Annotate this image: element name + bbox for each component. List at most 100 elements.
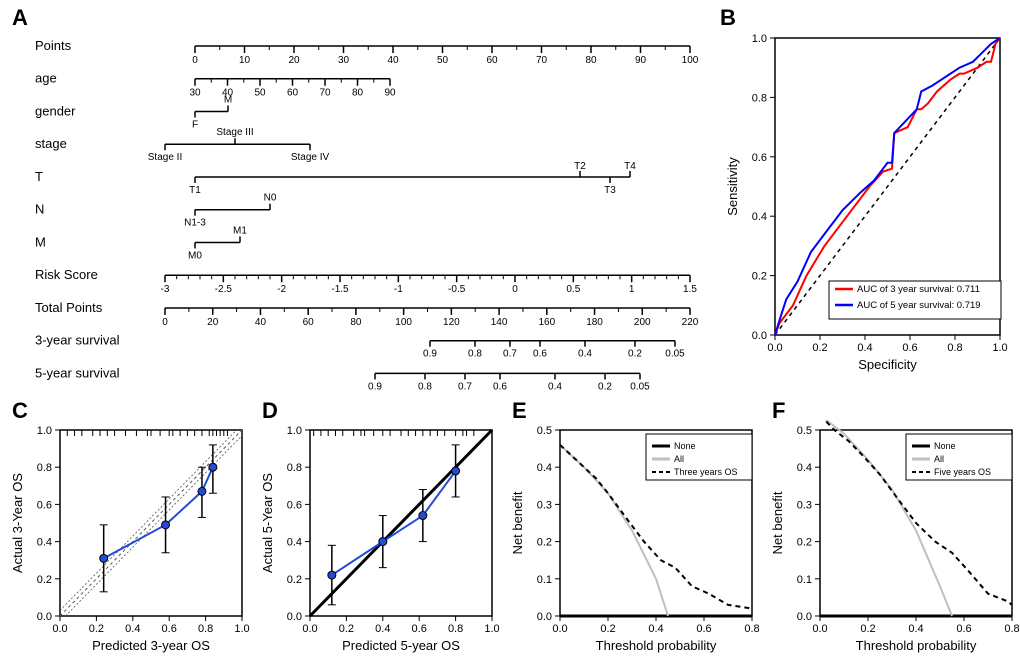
panel-d-calibration: 0.00.20.40.60.81.00.00.20.40.60.81.0Pred… [260,420,500,660]
svg-text:60: 60 [287,88,299,99]
svg-text:0.8: 0.8 [744,623,759,635]
svg-text:AUC of 5 year survival: 0.719: AUC of 5 year survival: 0.719 [857,300,981,311]
svg-text:0.4: 0.4 [537,462,552,474]
svg-text:0: 0 [512,284,518,295]
svg-text:0.2: 0.2 [812,342,827,354]
svg-text:0.2: 0.2 [600,623,615,635]
svg-text:10: 10 [239,55,251,66]
svg-text:160: 160 [538,317,555,328]
svg-text:-1: -1 [394,284,403,295]
svg-text:N: N [35,202,44,217]
svg-text:M0: M0 [188,250,202,261]
svg-text:N1-3: N1-3 [184,218,206,229]
svg-text:1.0: 1.0 [287,425,302,437]
svg-text:1.0: 1.0 [992,342,1007,354]
svg-text:0.6: 0.6 [533,349,547,360]
svg-text:0.2: 0.2 [752,271,767,283]
svg-text:0.8: 0.8 [37,462,52,474]
svg-text:Stage IV: Stage IV [291,152,330,163]
svg-text:age: age [35,71,57,86]
svg-text:T1: T1 [189,185,201,196]
svg-text:60: 60 [303,317,315,328]
svg-text:60: 60 [486,55,498,66]
svg-text:0.7: 0.7 [458,381,472,392]
svg-text:100: 100 [395,317,412,328]
panel-e-dca: 0.00.20.40.60.80.00.10.20.30.40.5Thresho… [510,420,760,660]
svg-text:0.4: 0.4 [648,623,663,635]
svg-text:0.0: 0.0 [37,611,52,623]
svg-text:0.6: 0.6 [162,623,177,635]
svg-text:T4: T4 [624,161,636,172]
svg-text:0: 0 [162,317,168,328]
svg-text:None: None [674,441,696,451]
svg-text:Actual 5-Year OS: Actual 5-Year OS [260,473,275,573]
svg-text:Predicted 3-year OS: Predicted 3-year OS [92,638,210,653]
svg-text:70: 70 [319,88,331,99]
svg-text:Sensitivity: Sensitivity [725,157,740,216]
svg-text:80: 80 [585,55,597,66]
svg-text:Three years OS: Three years OS [674,467,738,477]
svg-text:Stage III: Stage III [216,127,253,138]
svg-text:0.0: 0.0 [552,623,567,635]
svg-text:0.05: 0.05 [630,381,650,392]
panel-f-dca: 0.00.20.40.60.80.00.10.20.30.40.5Thresho… [770,420,1020,660]
svg-text:90: 90 [384,88,396,99]
svg-text:-1.5: -1.5 [331,284,349,295]
svg-text:30: 30 [189,88,201,99]
svg-text:0.8: 0.8 [448,623,463,635]
svg-text:50: 50 [254,88,266,99]
svg-text:90: 90 [635,55,647,66]
svg-text:None: None [934,441,956,451]
svg-text:M1: M1 [233,225,247,236]
svg-text:0.2: 0.2 [860,623,875,635]
svg-text:0.7: 0.7 [503,349,517,360]
svg-text:0.4: 0.4 [125,623,140,635]
svg-text:0.4: 0.4 [548,381,562,392]
svg-text:Predicted 5-year OS: Predicted 5-year OS [342,638,460,653]
panel-a-nomogram: Points0102030405060708090100age304050607… [10,28,710,398]
svg-text:0.9: 0.9 [368,381,382,392]
svg-text:0.6: 0.6 [696,623,711,635]
svg-text:0.2: 0.2 [37,574,52,586]
svg-text:0.2: 0.2 [628,349,642,360]
svg-text:0.4: 0.4 [857,342,872,354]
svg-text:N0: N0 [264,193,277,204]
svg-text:0.4: 0.4 [797,462,812,474]
panel-b-roc: 0.00.20.40.60.81.00.00.20.40.60.81.0Spec… [720,28,1010,388]
svg-text:Specificity: Specificity [858,357,917,372]
svg-text:stage: stage [35,136,67,151]
panel-c-calibration: 0.00.20.40.60.81.00.00.20.40.60.81.0Pred… [10,420,250,660]
svg-text:50: 50 [437,55,449,66]
svg-text:0.0: 0.0 [797,611,812,623]
svg-text:0.0: 0.0 [302,623,317,635]
svg-text:200: 200 [634,317,651,328]
svg-text:0.6: 0.6 [287,499,302,511]
svg-text:0.6: 0.6 [752,152,767,164]
svg-text:0.8: 0.8 [468,349,482,360]
svg-text:220: 220 [682,317,699,328]
svg-text:0.9: 0.9 [423,349,437,360]
svg-text:-2: -2 [277,284,286,295]
svg-text:0.8: 0.8 [1004,623,1019,635]
svg-text:120: 120 [443,317,460,328]
svg-text:-0.5: -0.5 [448,284,466,295]
svg-text:0.6: 0.6 [902,342,917,354]
svg-text:0.0: 0.0 [752,330,767,342]
svg-text:0.6: 0.6 [956,623,971,635]
svg-text:Points: Points [35,38,72,53]
svg-text:1.0: 1.0 [37,425,52,437]
svg-text:All: All [674,454,684,464]
svg-text:Threshold probability: Threshold probability [596,638,717,653]
svg-text:80: 80 [352,88,364,99]
svg-text:40: 40 [255,317,267,328]
svg-text:0.4: 0.4 [908,623,923,635]
svg-text:0.4: 0.4 [752,211,767,223]
svg-text:Stage II: Stage II [148,152,182,163]
svg-text:0.1: 0.1 [797,574,812,586]
svg-text:100: 100 [682,55,699,66]
svg-text:0.3: 0.3 [797,499,812,511]
svg-text:Five years OS: Five years OS [934,467,991,477]
figure: A B C D E F Points0102030405060708090100… [0,0,1020,665]
svg-text:0.8: 0.8 [287,462,302,474]
svg-text:1: 1 [629,284,635,295]
